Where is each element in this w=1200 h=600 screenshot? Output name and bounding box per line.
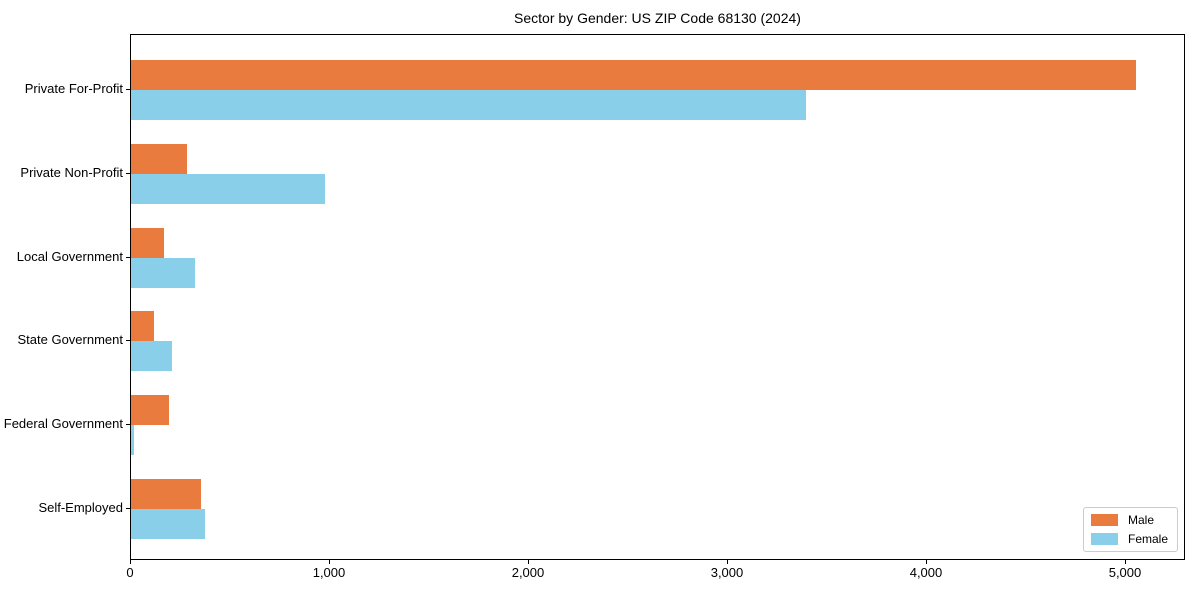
bar-male-private-for-profit [131, 60, 1136, 90]
y-axis-label-private-for-profit: Private For-Profit [24, 81, 123, 96]
legend-item-female: Female [1090, 532, 1168, 546]
bar-female-local-government [131, 258, 195, 288]
y-axis-label-local-government: Local Government [16, 249, 123, 264]
bar-male-local-government [131, 228, 164, 258]
bar-male-federal-government [131, 395, 169, 425]
bar-female-state-government [131, 341, 172, 371]
legend-swatch-male [1090, 514, 1118, 526]
y-axis-label-private-non-profit: Private Non-Profit [20, 165, 123, 180]
legend-label-male: Male [1127, 513, 1154, 527]
x-tick-mark [130, 560, 131, 564]
y-tick-mark [126, 257, 130, 258]
x-axis-label-3-000: 3,000 [710, 565, 744, 580]
x-axis-label-2-000: 2,000 [511, 565, 545, 580]
y-tick-mark [126, 173, 130, 174]
x-axis-label-1-000: 1,000 [312, 565, 346, 580]
legend: Male Female [1082, 507, 1178, 552]
y-tick-mark [126, 424, 130, 425]
x-axis-label-5-000: 5,000 [1108, 565, 1142, 580]
legend-item-male: Male [1090, 513, 1168, 527]
y-axis-label-self-employed: Self-Employed [38, 500, 123, 515]
y-axis-label-state-government: State Government [17, 332, 124, 347]
x-tick-mark [727, 560, 728, 564]
x-axis-label-4-000: 4,000 [909, 565, 943, 580]
y-tick-mark [126, 89, 130, 90]
legend-label-female: Female [1127, 532, 1168, 546]
chart-title: Sector by Gender: US ZIP Code 68130 (202… [514, 10, 801, 26]
x-tick-mark [1125, 560, 1126, 564]
bar-female-federal-government [131, 425, 134, 455]
bar-female-private-non-profit [131, 174, 325, 204]
plot-area: Male Female [130, 34, 1185, 560]
bar-male-state-government [131, 311, 154, 341]
x-tick-mark [528, 560, 529, 564]
x-tick-mark [926, 560, 927, 564]
bar-female-self-employed [131, 509, 205, 539]
bar-male-private-non-profit [131, 144, 187, 174]
x-tick-mark [329, 560, 330, 564]
y-tick-mark [126, 508, 130, 509]
bar-female-private-for-profit [131, 90, 806, 120]
x-axis-label-0: 0 [126, 565, 134, 580]
legend-swatch-female [1090, 533, 1118, 545]
y-axis-label-federal-government: Federal Government [3, 416, 123, 431]
bar-male-self-employed [131, 479, 201, 509]
y-tick-mark [126, 340, 130, 341]
